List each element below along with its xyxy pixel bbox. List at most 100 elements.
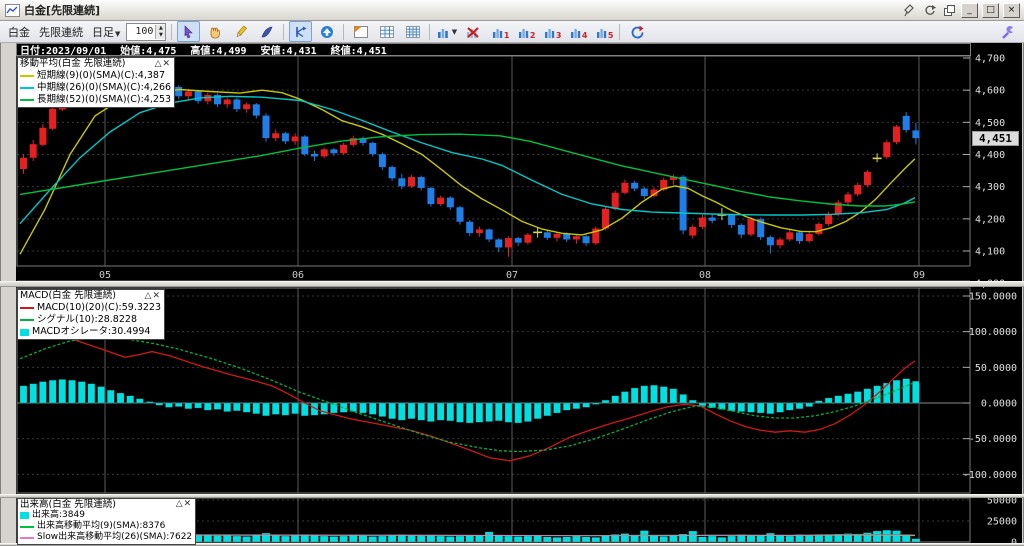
- svg-text:-50.0000: -50.0000: [969, 434, 1017, 445]
- panel-splitter-price-macd[interactable]: [0, 281, 1024, 287]
- macd-legend-row: MACD(10)(20)(C):59.3223: [20, 302, 161, 314]
- pencil-draw-button[interactable]: [229, 21, 252, 42]
- info-date: 日付:2023/09/01: [20, 46, 107, 57]
- ohlc-info-bar: 日付:2023/09/01 始値:4,475 高値:4,499 安値:4,431…: [16, 43, 971, 57]
- window-icon: [4, 3, 20, 17]
- settings-wrench-button[interactable]: [996, 21, 1019, 42]
- svg-text:4,700: 4,700: [975, 54, 1005, 65]
- info-open: 始値:4,475: [120, 46, 177, 57]
- ma-legend-title: 移動平均(白金 先限連続): [20, 58, 126, 69]
- grid-layout-button[interactable]: [375, 21, 398, 42]
- legend-close-icon[interactable]: ✕: [162, 59, 172, 69]
- long-ma-swatch: [20, 99, 34, 101]
- ma-legend-row: 短期線(9)(0)(SMA)(C):4,387: [20, 70, 171, 82]
- legend-close-icon[interactable]: ✕: [152, 291, 162, 301]
- svg-text:-100.0000: -100.0000: [963, 470, 1017, 481]
- info-high: 高値:4,499: [190, 46, 247, 57]
- svg-text:06: 06: [292, 270, 304, 281]
- legend-close-icon[interactable]: ✕: [183, 499, 193, 509]
- svg-text:150.0000: 150.0000: [969, 292, 1017, 303]
- svg-text:4,200: 4,200: [975, 214, 1005, 225]
- macd-legend: MACD(白金 先限連続) △✕ MACD(10)(20)(C):59.3223…: [17, 289, 166, 340]
- minimize-button[interactable]: _: [961, 2, 978, 18]
- chart-area[interactable]: [16, 43, 1022, 543]
- layout-preset-4-button[interactable]: 4: [565, 21, 588, 42]
- toolbar: 白金 先限連続 日足▼ 100 ▲ ▼ ▼ 1: [0, 21, 1024, 43]
- svg-text:25000: 25000: [987, 517, 1017, 528]
- select-cursor-button[interactable]: [177, 21, 201, 42]
- last-price-tag: 4,451: [972, 131, 1019, 146]
- svg-text:0.0000: 0.0000: [981, 399, 1017, 410]
- svg-text:4,100: 4,100: [975, 247, 1005, 258]
- volume-legend-title: 出来高(白金 先限連続): [20, 499, 116, 510]
- svg-text:4,300: 4,300: [975, 182, 1005, 193]
- crosshair-mode-button[interactable]: [289, 21, 313, 42]
- info-low: 安値:4,431: [260, 46, 317, 57]
- layout-preset-1-button[interactable]: 1: [487, 21, 510, 42]
- mid-ma-swatch: [20, 87, 34, 89]
- window-title: 白金[先限連続]: [24, 4, 101, 17]
- volume-legend-row: Slow出来高移動平均(26)(SMA):7622: [20, 532, 192, 543]
- titlebar[interactable]: 白金[先限連続] _ □ ×: [0, 0, 1024, 21]
- period-dropdown[interactable]: 日足▼: [92, 25, 121, 39]
- volume-legend-row: 出来高:3849: [20, 510, 192, 521]
- short-ma-swatch: [20, 75, 34, 77]
- volume-bars-swatch: [20, 512, 29, 519]
- volume-ma-swatch: [20, 525, 34, 528]
- legend-collapse-icon[interactable]: △: [144, 291, 153, 301]
- layout-preset-5-button[interactable]: 5: [591, 21, 614, 42]
- chevron-down-icon: ▼: [115, 29, 121, 38]
- refresh-link-icon[interactable]: [921, 3, 937, 17]
- svg-text:4,400: 4,400: [975, 150, 1005, 161]
- svg-text:08: 08: [699, 270, 711, 281]
- svg-text:09: 09: [913, 270, 925, 281]
- layout-preset-2-button[interactable]: 2: [513, 21, 536, 42]
- bars-count-stepper[interactable]: 100 ▲ ▼: [126, 22, 167, 41]
- ma-legend-row: 長期線(52)(0)(SMA)(C):4,253: [20, 94, 171, 106]
- macd-legend-row: MACDオシレータ:30.4994: [20, 326, 161, 338]
- pan-hand-button[interactable]: [203, 21, 226, 42]
- ma-legend-row: 中期線(26)(0)(SMA)(C):4,266: [20, 82, 171, 94]
- maximize-button[interactable]: □: [982, 2, 999, 18]
- macd-legend-title: MACD(白金 先限連続): [20, 290, 116, 301]
- signal-line-swatch: [20, 319, 34, 321]
- macd-hist-swatch: [20, 328, 29, 336]
- grid-dense-layout-button[interactable]: [401, 21, 424, 42]
- svg-text:50.0000: 50.0000: [975, 363, 1017, 374]
- bars-count-value: 100: [135, 26, 154, 37]
- svg-text:0: 0: [1011, 538, 1017, 546]
- svg-text:50000: 50000: [987, 496, 1017, 507]
- ma-legend: 移動平均(白金 先限連続) △✕ 短期線(9)(0)(SMA)(C):4,387…: [17, 57, 176, 108]
- chevron-down-icon: ▼: [451, 27, 458, 36]
- svg-text:07: 07: [506, 270, 518, 281]
- volume-legend: 出来高(白金 先限連続) △✕ 出来高:3849 出来高移動平均(9)(SMA)…: [17, 498, 197, 545]
- info-close: 終値:4,451: [330, 46, 387, 57]
- close-button[interactable]: ×: [1003, 2, 1020, 18]
- slow-volume-ma-swatch: [20, 536, 34, 539]
- legend-collapse-icon[interactable]: △: [154, 59, 163, 69]
- pin-icon[interactable]: [901, 3, 917, 17]
- svg-text:100.0000: 100.0000: [969, 327, 1017, 338]
- panel-splitter-macd-volume[interactable]: [0, 494, 1024, 498]
- layout-preset-3-button[interactable]: 3: [539, 21, 562, 42]
- new-chart-panel-button[interactable]: [349, 21, 372, 42]
- svg-text:4,600: 4,600: [975, 86, 1005, 97]
- remove-indicator-button[interactable]: [461, 21, 484, 42]
- reload-data-button[interactable]: [625, 21, 648, 42]
- symbol-label: 白金: [8, 25, 30, 39]
- chart-type-dropdown-button[interactable]: ▼: [435, 21, 458, 42]
- svg-text:4,500: 4,500: [975, 118, 1005, 129]
- scroll-to-latest-button[interactable]: [315, 21, 338, 42]
- svg-text:05: 05: [99, 270, 111, 281]
- popout-icon[interactable]: [941, 3, 957, 17]
- contract-label: 先限連続: [39, 25, 83, 39]
- legend-collapse-icon[interactable]: △: [175, 499, 184, 509]
- spin-up-icon[interactable]: ▲: [156, 24, 166, 32]
- pen-annotate-button[interactable]: [255, 21, 278, 42]
- volume-legend-row: 出来高移動平均(9)(SMA):8376: [20, 521, 192, 532]
- spin-down-icon[interactable]: ▼: [156, 31, 166, 39]
- macd-line-swatch: [20, 307, 34, 309]
- macd-legend-row: シグナル(10):28.8228: [20, 314, 161, 326]
